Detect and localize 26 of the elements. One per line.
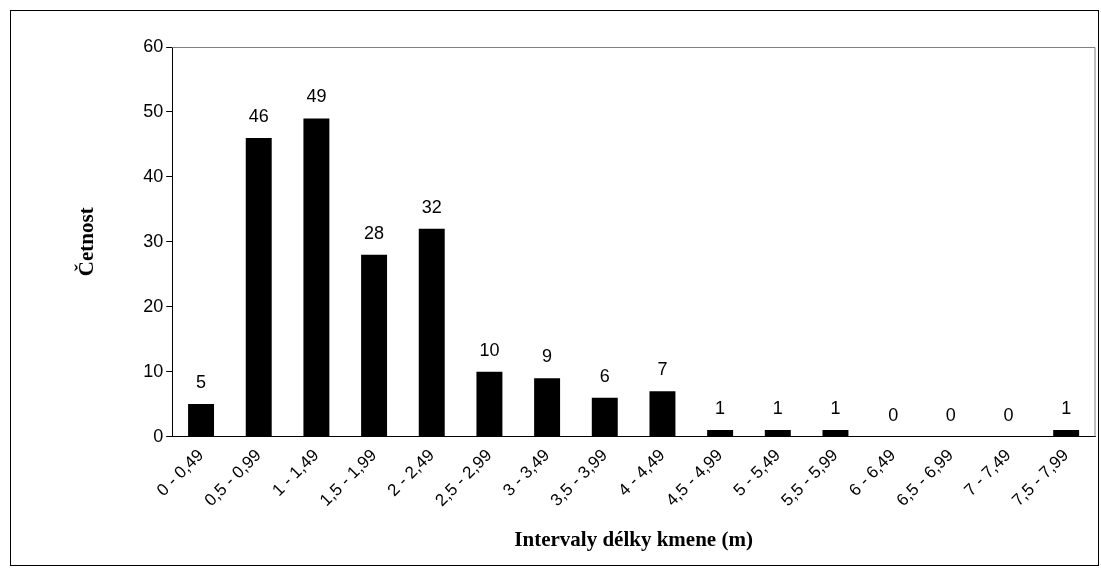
y-axis-title: Četnost — [74, 207, 99, 277]
y-tick-label: 20 — [143, 295, 164, 316]
data-label: 0 — [945, 404, 956, 425]
data-label: 10 — [479, 339, 500, 360]
data-label: 5 — [196, 372, 207, 393]
data-label: 1 — [715, 398, 726, 419]
data-label: 0 — [1003, 404, 1014, 425]
y-tick-label: 40 — [143, 165, 164, 186]
data-label: 0 — [888, 404, 899, 425]
data-label: 1 — [830, 398, 841, 419]
data-label: 6 — [599, 365, 610, 386]
data-label: 46 — [248, 105, 269, 126]
y-tick-label: 30 — [143, 230, 164, 251]
data-label: 49 — [306, 86, 327, 107]
data-label: 1 — [1061, 398, 1072, 419]
y-tick-label: 0 — [153, 425, 164, 446]
y-tick-label: 60 — [143, 35, 164, 56]
data-label: 1 — [772, 398, 783, 419]
x-tick-label: 4 - 4,49 — [614, 445, 669, 500]
data-label: 32 — [421, 196, 442, 217]
x-axis-title: Intervaly délky kmene (m) — [514, 526, 753, 551]
data-label: 7 — [657, 359, 668, 380]
y-tick-label: 50 — [143, 100, 164, 121]
y-tick-label: 10 — [143, 360, 164, 381]
data-label: 9 — [542, 346, 553, 367]
data-label: 28 — [364, 222, 385, 243]
